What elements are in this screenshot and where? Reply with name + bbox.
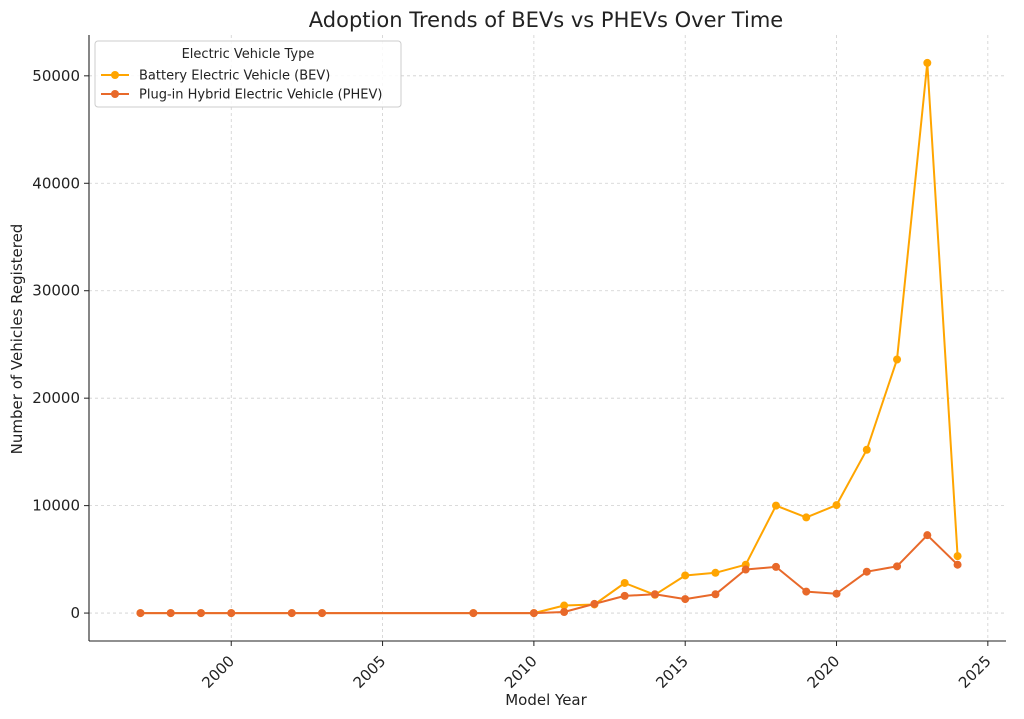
data-point [529,609,538,618]
y-tick-label: 10000 [32,497,80,515]
data-point [560,601,569,610]
data-point [771,501,780,510]
series-line [140,534,959,615]
y-axis-label: Number of Vehicles Registered [8,224,26,455]
y-tick-label: 50000 [32,67,80,85]
legend-entry: Battery Electric Vehicle (BEV) [101,69,330,84]
data-point [590,599,599,608]
x-tick-label: 2000 [198,652,238,692]
series-bev [136,58,962,618]
data-point [862,445,871,454]
data-point [620,578,629,587]
grid [89,35,1006,641]
data-point [893,562,902,571]
data-point [560,607,569,616]
data-point [953,560,962,569]
data-point [923,58,932,67]
x-axis-label: Model Year [505,691,587,709]
legend-box [94,40,402,108]
data-point [953,552,962,561]
data-point [620,591,629,600]
data-point [741,565,750,574]
legend-title: Electric Vehicle Type [182,47,315,62]
legend-label: Plug-in Hybrid Electric Vehicle (PHEV) [139,88,382,103]
data-point [711,590,720,599]
x-tick-label: 2005 [350,652,390,692]
y-tick-label: 20000 [32,389,80,407]
data-point [862,567,871,576]
data-point [923,531,932,540]
data-point [711,568,720,577]
x-tick-label: 2015 [652,652,692,692]
series-phev [136,531,962,618]
x-tick-label: 2010 [501,652,541,692]
legend-entry: Plug-in Hybrid Electric Vehicle (PHEV) [101,88,382,103]
x-tick-label: 2025 [955,652,995,692]
series-line [140,61,959,615]
legend-marker [111,90,119,98]
legend-marker [111,71,119,79]
data-point [802,587,811,596]
chart-title: Adoption Trends of BEVs vs PHEVs Over Ti… [309,8,783,32]
data-point [893,355,902,364]
data-point [832,589,841,598]
data-point [469,609,478,618]
data-point [196,609,205,618]
axes: 2000 2005 2010 2015 2020 2025 0 10000 20000 30000… [32,35,1006,692]
data-point [771,562,780,571]
data-point [650,590,659,599]
data-point [681,595,690,604]
y-tick-label: 30000 [32,282,80,300]
y-tick-label: 0 [70,604,80,622]
y-tick-label: 40000 [32,174,80,192]
x-tick-label: 2020 [804,652,844,692]
series-layer [136,58,962,618]
data-point [136,609,145,618]
data-point [227,609,236,618]
legend: Electric Vehicle Type Battery Electric V… [94,40,402,108]
data-point [318,609,327,618]
data-point [802,513,811,522]
data-point [832,501,841,510]
data-point [287,609,296,618]
legend-label: Battery Electric Vehicle (BEV) [139,69,330,84]
data-point [681,571,690,580]
data-point [166,609,175,618]
